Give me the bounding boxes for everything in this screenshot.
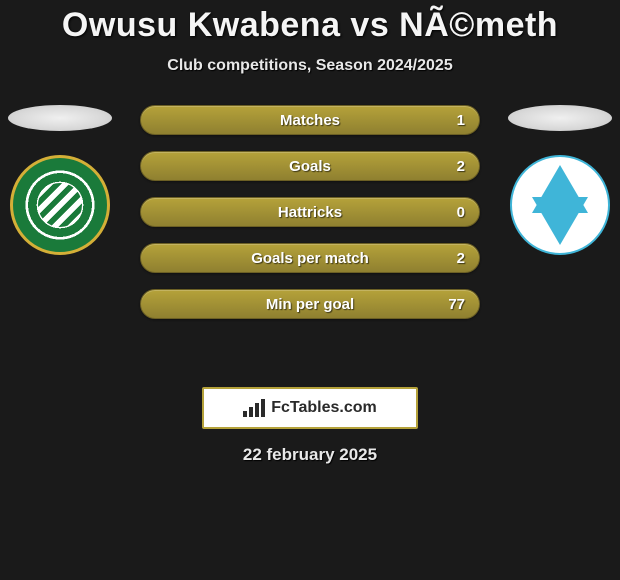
stat-value-right: 0 (457, 204, 465, 221)
page-title: Owusu Kwabena vs NÃ©meth (0, 0, 620, 45)
stat-row-goals: Goals 2 (140, 151, 480, 181)
club-badge-left (10, 155, 110, 255)
stat-label: Goals per match (141, 250, 479, 267)
subtitle: Club competitions, Season 2024/2025 (0, 57, 620, 75)
footer-date: 22 february 2025 (0, 445, 620, 465)
player-right-column (508, 105, 612, 255)
brand-badge: FcTables.com (202, 387, 418, 429)
stat-label: Min per goal (141, 296, 479, 313)
stat-row-matches: Matches 1 (140, 105, 480, 135)
stat-label: Hattricks (141, 204, 479, 221)
player-left-column (8, 105, 112, 255)
stat-value-right: 1 (457, 112, 465, 129)
comparison-area: Matches 1 Goals 2 Hattricks 0 Goals per … (0, 105, 620, 365)
stat-row-min-per-goal: Min per goal 77 (140, 289, 480, 319)
stat-value-right: 2 (457, 250, 465, 267)
stat-value-right: 2 (457, 158, 465, 175)
stat-value-right: 77 (448, 296, 465, 313)
stats-bars: Matches 1 Goals 2 Hattricks 0 Goals per … (140, 105, 480, 335)
bar-chart-icon (243, 399, 265, 417)
stat-label: Goals (141, 158, 479, 175)
player-right-avatar (508, 105, 612, 131)
brand-text: FcTables.com (271, 399, 377, 417)
stat-row-goals-per-match: Goals per match 2 (140, 243, 480, 273)
player-left-avatar (8, 105, 112, 131)
stat-row-hattricks: Hattricks 0 (140, 197, 480, 227)
club-badge-right (510, 155, 610, 255)
stat-label: Matches (141, 112, 479, 129)
